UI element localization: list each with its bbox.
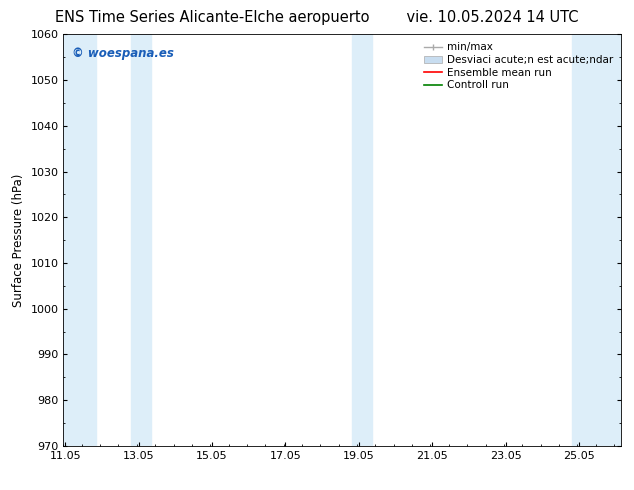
Legend: min/max, Desviaci acute;n est acute;ndar, Ensemble mean run, Controll run: min/max, Desviaci acute;n est acute;ndar…	[422, 40, 615, 92]
Bar	[572, 34, 621, 446]
Bar	[131, 34, 152, 446]
Bar	[63, 34, 96, 446]
Text: ENS Time Series Alicante-Elche aeropuerto        vie. 10.05.2024 14 UTC: ENS Time Series Alicante-Elche aeropuert…	[55, 10, 579, 25]
Y-axis label: Surface Pressure (hPa): Surface Pressure (hPa)	[12, 173, 25, 307]
Text: © woespana.es: © woespana.es	[72, 47, 174, 60]
Bar	[351, 34, 372, 446]
